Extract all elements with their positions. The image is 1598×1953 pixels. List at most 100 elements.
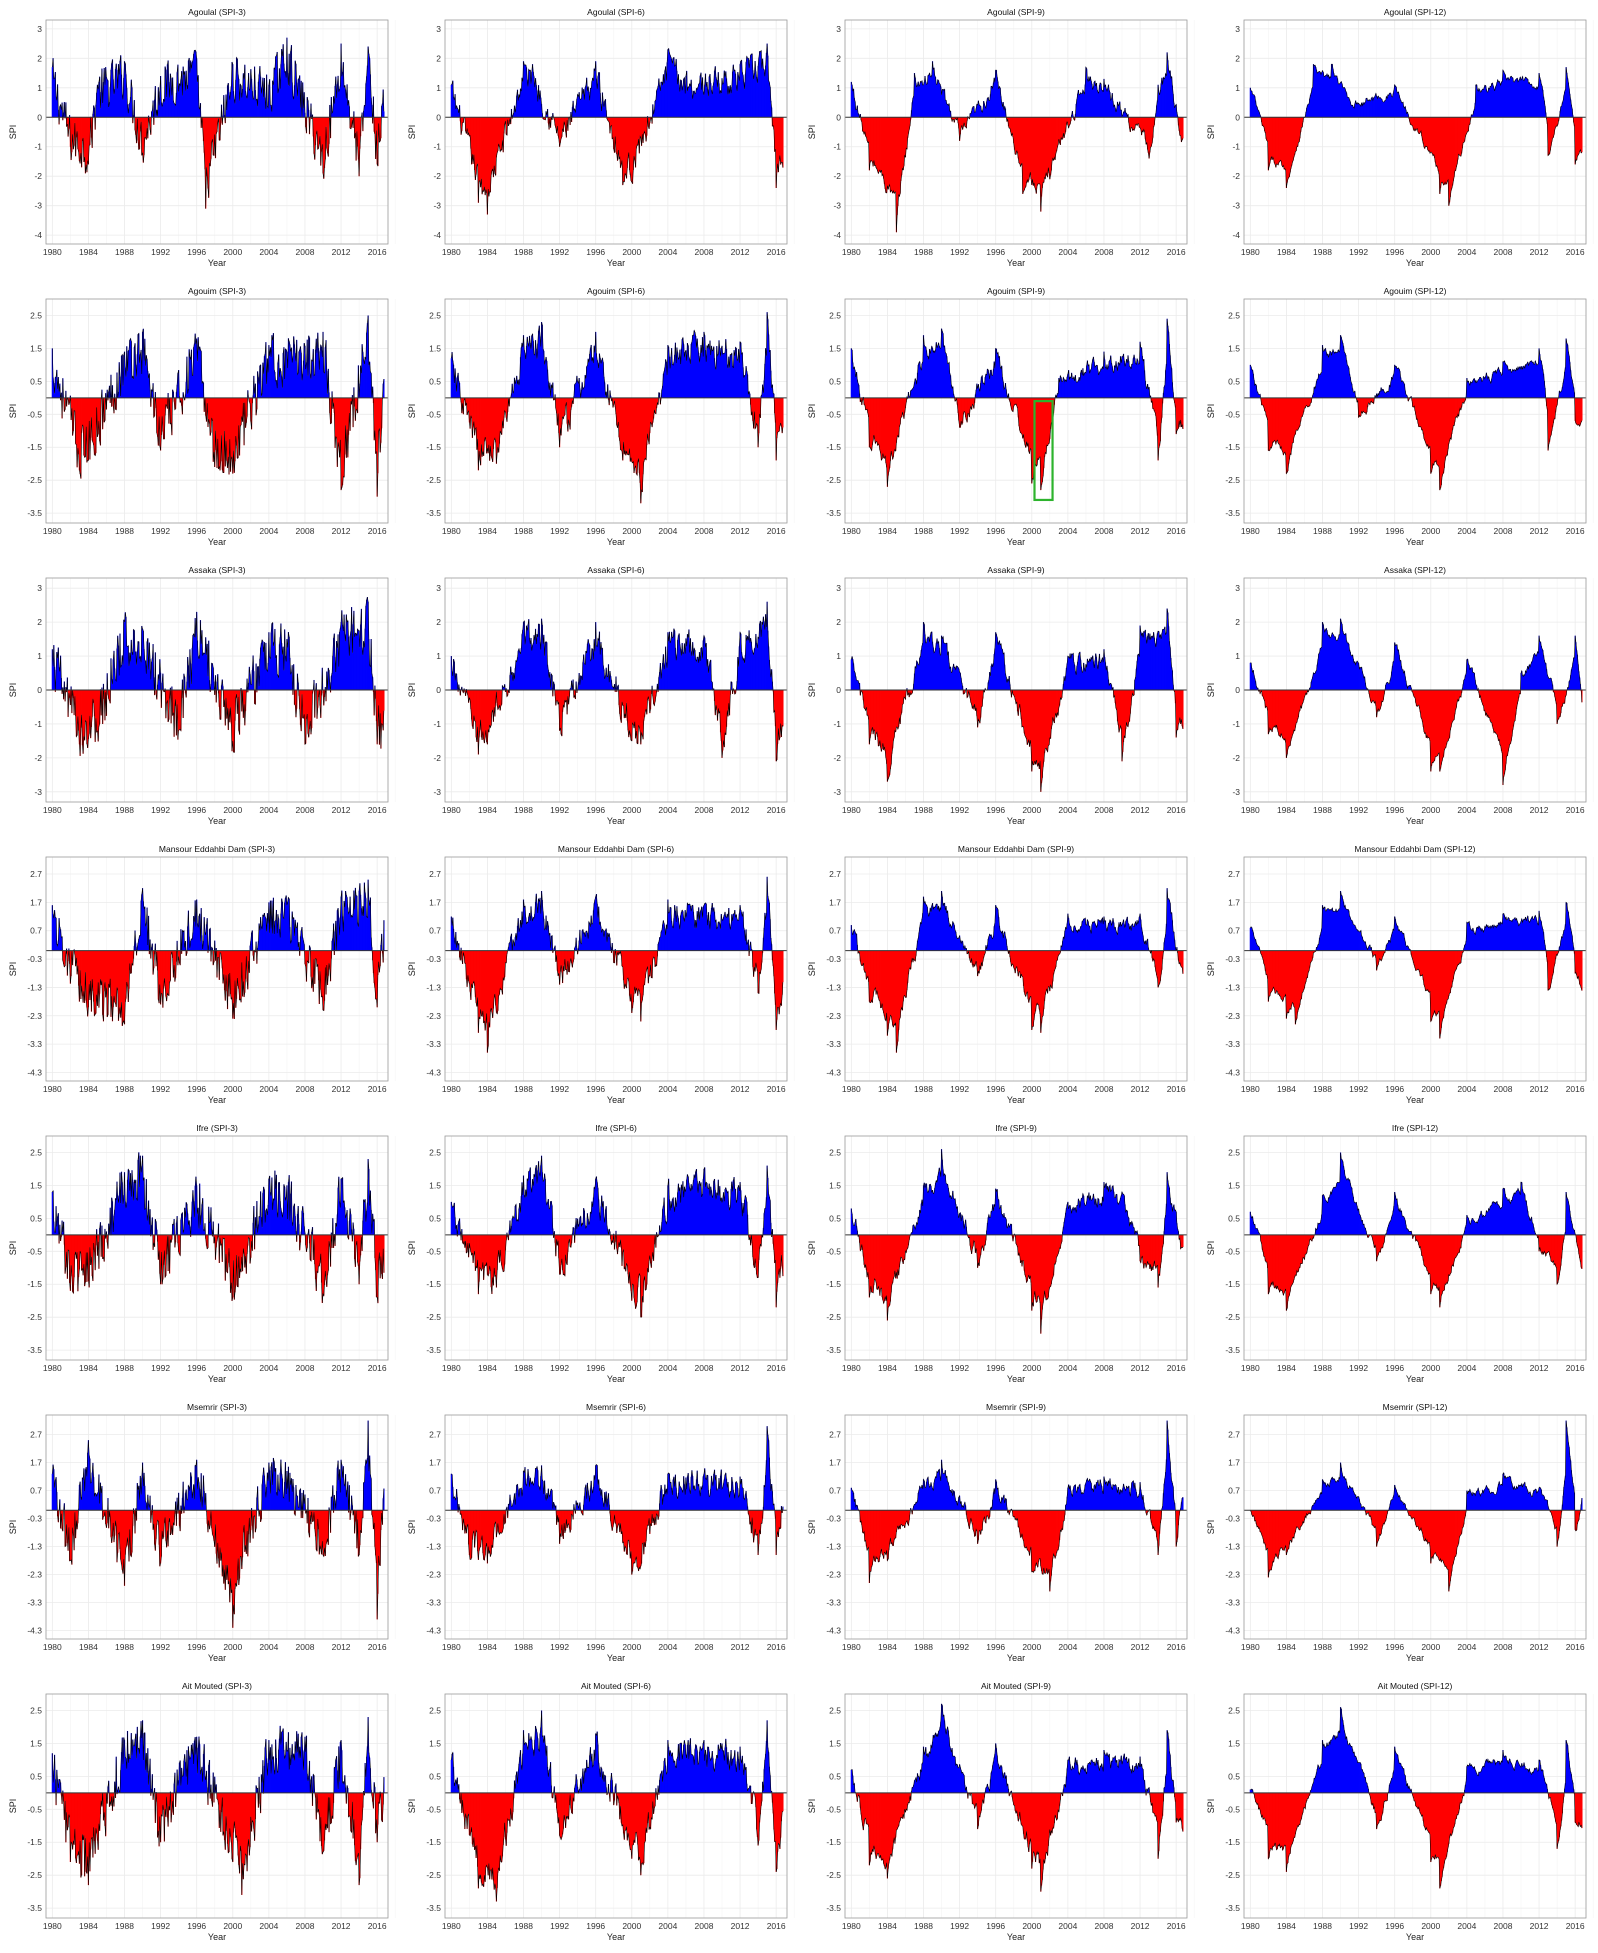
spi-positive-bar <box>189 72 191 117</box>
spi-negative-bar <box>84 397 86 457</box>
chart-panel-agouim-spi-3: 2.5 1.5 0.5 -0.5 -1.5 -2.5 -3.5 1980 1984 1988 199… <box>4 285 396 553</box>
spi-negative-bar <box>612 397 614 407</box>
y-tick-label: 1 <box>437 651 442 661</box>
spi-positive-bar <box>939 347 942 398</box>
x-tick-label: 1984 <box>478 247 497 257</box>
spi-negative-bar <box>1277 116 1279 165</box>
spi-positive-bar <box>599 357 602 398</box>
spi-negative-bar <box>1008 116 1010 128</box>
spi-positive-bar <box>736 90 738 117</box>
spi-negative-bar <box>648 116 650 129</box>
spi-positive-bar <box>973 105 975 117</box>
spi-negative-bar <box>887 116 889 189</box>
spi-positive-bar <box>177 64 179 117</box>
spi-negative-bar <box>71 116 73 152</box>
spi-positive-bar <box>693 655 695 690</box>
spi-negative-bar <box>755 397 757 427</box>
spi-positive-bar <box>253 98 255 117</box>
spi-positive-bar <box>1359 104 1361 117</box>
spi-positive-bar <box>155 115 157 117</box>
spi-positive-bar <box>712 349 714 398</box>
spi-positive-bar <box>1376 95 1378 117</box>
spi-positive-bar <box>663 653 665 690</box>
spi-positive-bar <box>1080 93 1082 117</box>
spi-negative-bar <box>1441 397 1443 477</box>
spi-positive-bar <box>1500 372 1502 398</box>
spi-positive-bar <box>976 383 978 398</box>
x-tick-label: 1992 <box>1349 526 1368 536</box>
spi-positive-bar <box>930 349 932 398</box>
spi-positive-bar <box>944 351 946 398</box>
spi-positive-bar <box>854 369 856 398</box>
spi-positive-bar <box>1165 75 1167 117</box>
spi-negative-bar <box>1153 116 1155 125</box>
spi-positive-bar <box>344 84 346 117</box>
spi-negative-bar <box>228 397 231 439</box>
spi-negative-bar <box>634 116 636 160</box>
spi-positive-bar <box>222 94 225 117</box>
spi-negative-bar <box>970 397 972 410</box>
spi-negative-bar <box>72 397 74 431</box>
spi-positive-bar <box>1504 360 1506 398</box>
spi-negative-bar <box>377 116 380 123</box>
spi-negative-bar <box>354 397 356 421</box>
spi-positive-bar <box>1542 89 1544 117</box>
spi-positive-bar <box>1130 363 1133 398</box>
spi-negative-bar <box>1284 116 1286 169</box>
spi-negative-bar <box>215 397 217 450</box>
spi-positive-bar <box>1102 91 1104 117</box>
spi-negative-bar <box>224 689 226 725</box>
spi-positive-bar <box>454 367 456 398</box>
chart-title: Agoulal (SPI-6) <box>587 7 645 17</box>
spi-positive-bar <box>674 354 676 398</box>
spi-positive-bar <box>1477 380 1479 398</box>
spi-negative-bar <box>243 397 245 445</box>
spi-positive-bar <box>982 382 984 398</box>
spi-negative-bar <box>465 689 467 696</box>
spi-positive-bar <box>502 686 505 690</box>
spi-positive-bar <box>368 53 370 117</box>
spi-positive-bar <box>346 621 348 690</box>
spi-positive-bar <box>162 98 164 117</box>
spi-negative-bar <box>223 689 225 700</box>
spi-negative-bar <box>626 397 628 451</box>
spi-negative-bar <box>614 116 616 153</box>
spi-positive-bar <box>1254 95 1256 117</box>
spi-positive-bar <box>1249 87 1252 117</box>
spi-positive-bar <box>592 648 594 690</box>
spi-positive-bar <box>1331 351 1334 398</box>
spi-positive-bar <box>578 672 580 690</box>
spi-negative-bar <box>483 116 485 191</box>
spi-positive-bar <box>1528 82 1530 117</box>
spi-negative-bar <box>1025 116 1027 183</box>
spi-negative-bar <box>87 397 89 460</box>
spi-positive-bar <box>271 622 273 690</box>
spi-positive-bar <box>1337 349 1340 398</box>
spi-positive-bar <box>270 356 272 398</box>
spi-positive-bar <box>1356 102 1358 117</box>
spi-positive-bar <box>599 92 602 117</box>
spi-negative-bar <box>651 397 653 427</box>
spi-negative-bar <box>351 116 353 120</box>
spi-positive-bar <box>113 88 116 117</box>
spi-positive-bar <box>345 613 347 690</box>
x-tick-label: 2004 <box>259 526 278 536</box>
spi-negative-bar <box>619 689 621 714</box>
spi-positive-bar <box>671 631 673 690</box>
spi-negative-bar <box>356 116 358 147</box>
spi-negative-bar <box>1436 397 1438 464</box>
spi-positive-bar <box>1407 111 1409 117</box>
spi-positive-bar <box>1522 366 1525 398</box>
spi-negative-bar <box>632 689 634 723</box>
spi-positive-bar <box>1531 86 1534 117</box>
spi-positive-bar <box>270 104 272 117</box>
spi-positive-bar <box>258 383 260 398</box>
spi-positive-bar <box>1382 388 1384 398</box>
spi-positive-bar <box>1144 380 1146 398</box>
spi-positive-bar <box>946 103 948 117</box>
spi-negative-bar <box>644 116 646 131</box>
spi-negative-bar <box>626 689 628 703</box>
spi-positive-bar <box>711 680 713 690</box>
spi-positive-bar <box>264 669 266 690</box>
spi-negative-bar <box>567 116 569 131</box>
